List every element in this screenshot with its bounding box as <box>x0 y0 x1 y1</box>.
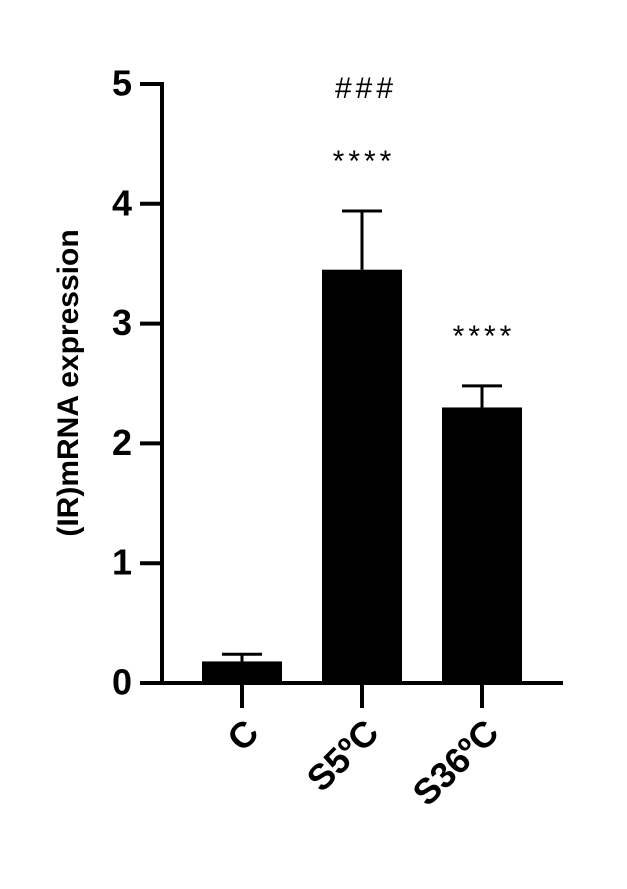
x-tick-label: C <box>219 711 266 758</box>
bar <box>322 269 402 683</box>
x-tick-label: S5ºC <box>299 711 387 799</box>
significance-label: **** <box>333 145 396 178</box>
y-tick-label: 0 <box>112 662 132 703</box>
y-tick-label: 4 <box>112 182 132 223</box>
x-tick-label: S36ºC <box>404 711 506 813</box>
y-tick-label: 2 <box>112 422 132 463</box>
group-label: ### <box>335 72 397 105</box>
significance-label: **** <box>453 320 516 353</box>
y-tick-label: 3 <box>112 302 132 343</box>
y-tick-label: 1 <box>112 542 132 583</box>
y-tick-label: 5 <box>112 63 132 104</box>
bar <box>442 407 522 683</box>
bar <box>202 661 282 683</box>
y-axis-label: (IR)mRNA expression <box>52 229 85 536</box>
